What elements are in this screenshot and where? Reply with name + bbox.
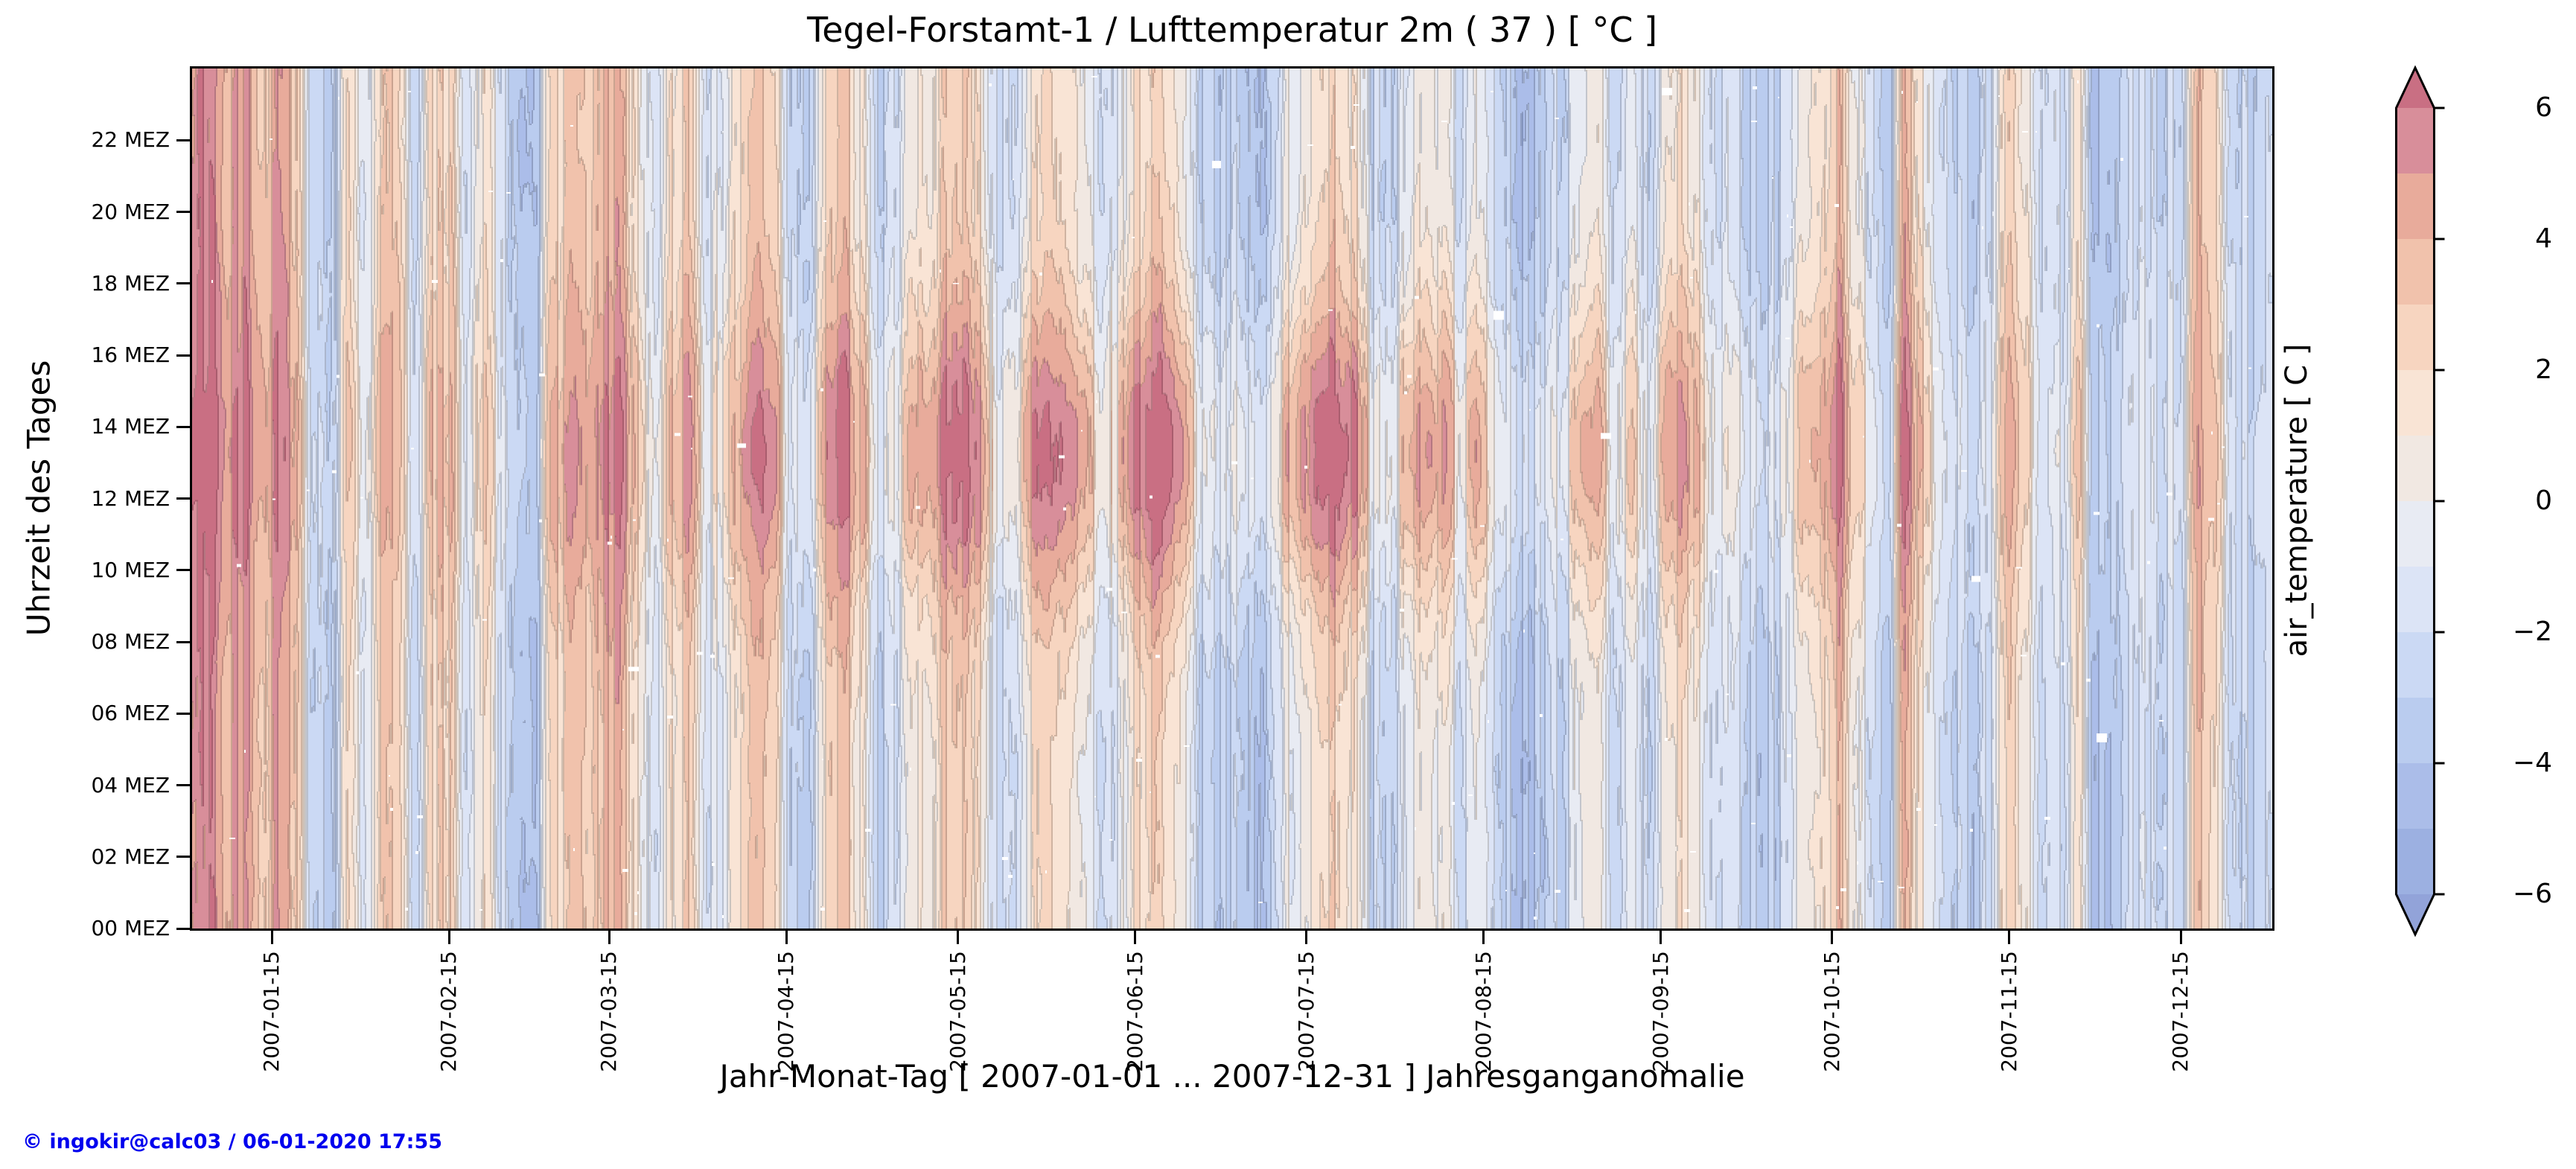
colorbar-band: [2396, 370, 2435, 436]
heatmap-canvas: [192, 69, 2272, 928]
x-tick-mark: [1831, 931, 1834, 944]
colorbar-band: [2396, 632, 2435, 698]
y-tick-label: 12 MEZ: [91, 485, 170, 511]
x-tick-mark: [608, 931, 610, 944]
y-tick-mark: [176, 640, 190, 643]
colorbar-band: [2396, 829, 2435, 895]
colorbar-tick-label: −4: [2512, 748, 2552, 778]
y-tick-mark: [176, 712, 190, 715]
x-tick-mark: [447, 931, 450, 944]
x-tick-mark: [1660, 931, 1662, 944]
y-tick-mark: [176, 211, 190, 213]
y-tick-label: 10 MEZ: [91, 557, 170, 582]
x-tick-mark: [270, 931, 273, 944]
y-tick-mark: [176, 138, 190, 141]
y-tick-label: 04 MEZ: [91, 772, 170, 797]
y-tick-mark: [176, 425, 190, 428]
colorbar-band: [2396, 239, 2435, 305]
colorbar-tick-label: −6: [2512, 879, 2552, 909]
x-tick-mark: [1482, 931, 1485, 944]
colorbar-band: [2396, 501, 2435, 567]
x-axis-label: Jahr-Monat-Tag [ 2007-01-01 ... 2007-12-…: [719, 1058, 1745, 1095]
y-tick-mark: [176, 497, 190, 500]
y-tick-label: 08 MEZ: [91, 629, 170, 654]
colorbar-tick-label: 4: [2535, 223, 2552, 254]
y-tick-mark: [176, 856, 190, 859]
x-tick-mark: [1134, 931, 1136, 944]
colorbar-tick-label: 6: [2535, 92, 2552, 123]
x-tick-mark: [785, 931, 788, 944]
colorbar-band: [2396, 305, 2435, 371]
x-tick-mark: [957, 931, 960, 944]
y-tick-mark: [176, 569, 190, 572]
colorbar-tick-label: 2: [2535, 354, 2552, 385]
y-tick-mark: [176, 282, 190, 285]
x-tick-mark: [1305, 931, 1308, 944]
colorbar-extend-upper: [2396, 68, 2435, 108]
colorbar-band: [2396, 108, 2435, 174]
colorbar-tick-label: −2: [2512, 617, 2552, 647]
y-tick-label: 00 MEZ: [91, 916, 170, 940]
colorbar-band: [2396, 173, 2435, 240]
colorbar-band: [2396, 763, 2435, 829]
y-tick-mark: [176, 927, 190, 930]
colorbar-band: [2396, 436, 2435, 502]
x-tick-mark: [2179, 931, 2182, 944]
y-tick-label: 22 MEZ: [91, 127, 170, 153]
y-tick-label: 14 MEZ: [91, 414, 170, 439]
y-tick-label: 20 MEZ: [91, 199, 170, 224]
y-tick-label: 06 MEZ: [91, 701, 170, 726]
colorbar-band: [2396, 698, 2435, 764]
colorbar-band: [2396, 567, 2435, 633]
y-tick-mark: [176, 784, 190, 786]
colorbar-tick-label: 0: [2535, 485, 2552, 516]
y-tick-label: 02 MEZ: [91, 844, 170, 869]
plot-area: [190, 66, 2274, 931]
colorbar: [2395, 65, 2445, 937]
colorbar-extend-lower: [2396, 894, 2435, 934]
y-tick-mark: [176, 354, 190, 357]
y-tick-label: 18 MEZ: [91, 270, 170, 296]
y-tick-label: 16 MEZ: [91, 343, 170, 367]
footer-credit: © ingokir@calc03 / 06-01-2020 17:55: [22, 1130, 443, 1153]
plot-title: Tegel-Forstamt-1 / Lufttemperatur 2m ( 3…: [806, 10, 1658, 50]
x-tick-mark: [2008, 931, 2011, 944]
